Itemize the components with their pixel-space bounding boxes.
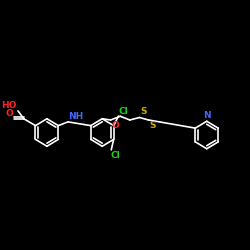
Text: N: N [203,110,210,120]
Text: S: S [149,121,156,130]
Text: Cl: Cl [110,150,120,160]
Text: S: S [140,107,146,116]
Text: HO: HO [1,100,17,110]
Text: Cl: Cl [119,106,129,116]
Text: O: O [111,121,119,130]
Text: O: O [6,109,13,118]
Text: NH: NH [68,112,84,121]
